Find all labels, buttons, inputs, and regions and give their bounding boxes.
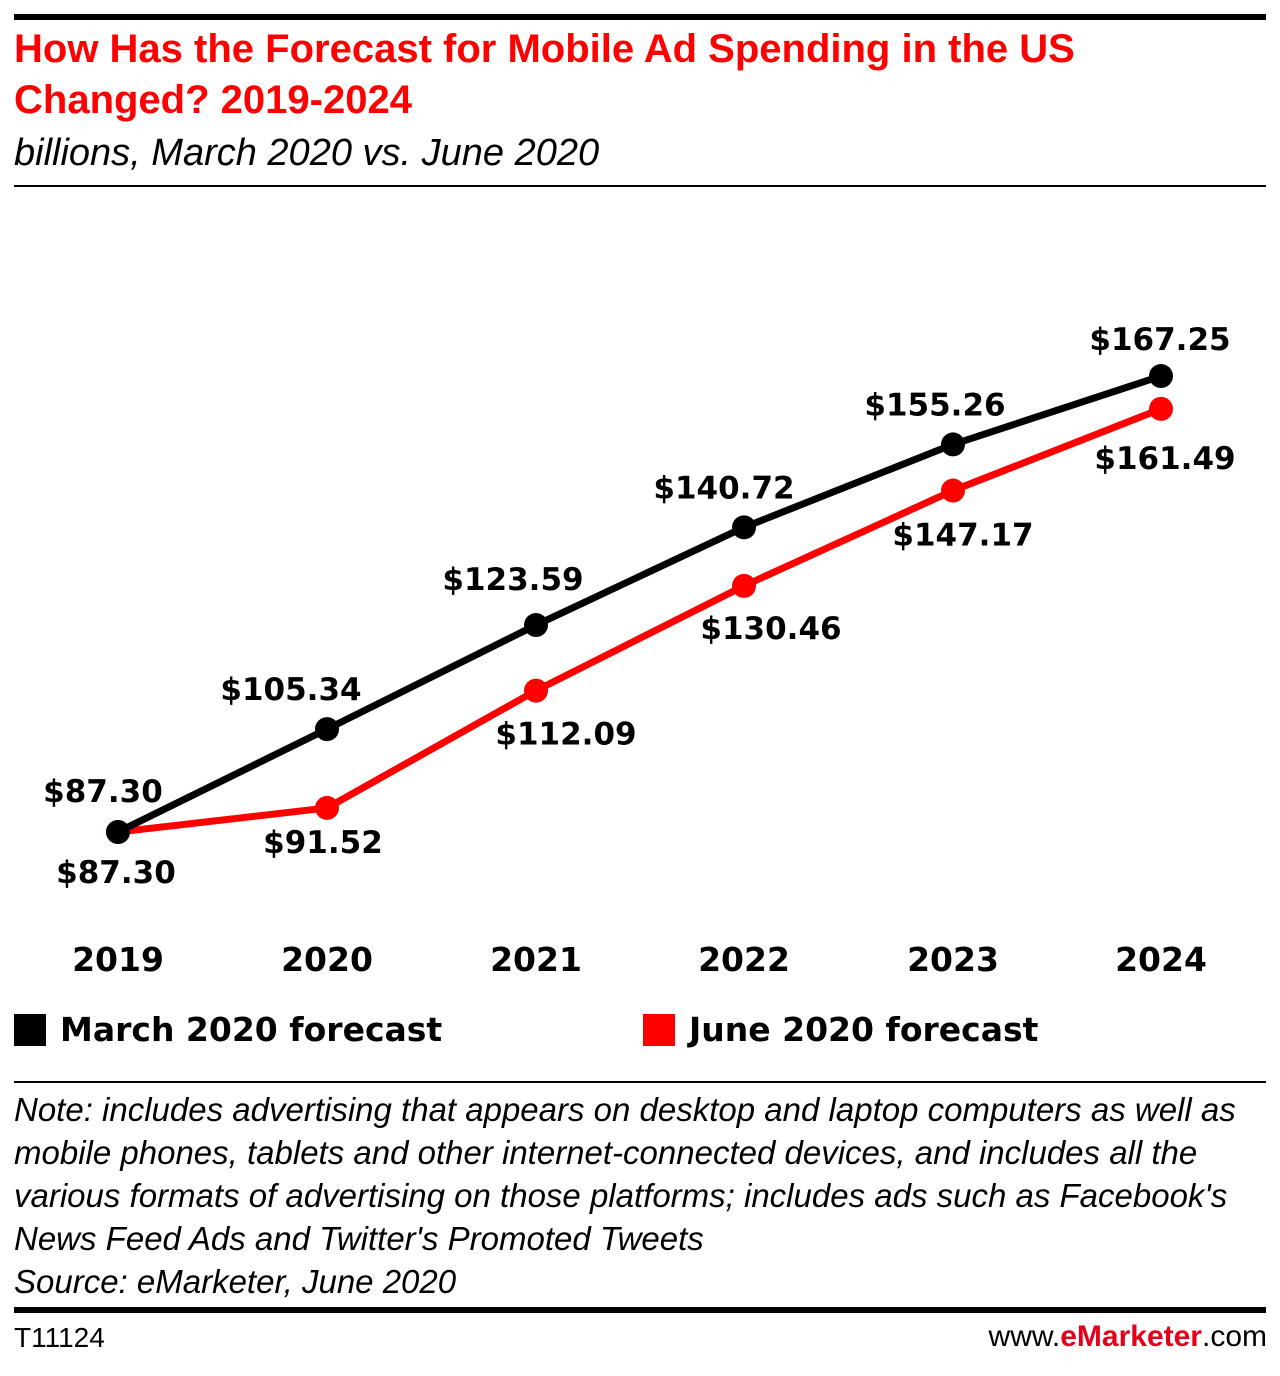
chart-subtitle: billions, March 2020 vs. June 2020 [14,132,600,174]
data-point-march [941,432,965,457]
data-label-june: $147.17 [892,518,1033,554]
data-label-march: $167.25 [1089,322,1230,358]
data-point-march [1149,364,1173,389]
brand-logo: www.eMarketer.com [989,1320,1267,1354]
x-tick-label: 2021 [490,940,582,979]
data-point-march [732,515,756,540]
data-label-june: $130.46 [700,611,841,647]
legend-swatch-june [643,1013,675,1046]
note-text: Note: includes advertising that appears … [14,1091,1236,1257]
footnote: Note: includes advertising that appears … [14,1088,1269,1303]
data-label-june: $87.30 [56,855,176,891]
data-label-march: $87.30 [43,774,163,810]
chart-title: How Has the Forecast for Mobile Ad Spend… [14,27,1075,122]
legend-label-march: March 2020 forecast [60,1010,443,1049]
source-text: Source: eMarketer, June 2020 [14,1263,457,1300]
header-rule [14,185,1266,187]
note-rule [14,1081,1266,1083]
brand-suffix: .com [1201,1320,1267,1353]
brand-prefix: www. [988,1320,1061,1353]
data-label-march: $155.26 [864,387,1005,423]
legend-item-march: March 2020 forecast [14,1010,442,1049]
data-label-june: $112.09 [495,717,636,753]
chart-header: How Has the Forecast for Mobile Ad Spend… [14,24,1264,180]
top-rule [14,14,1266,20]
x-tick-label: 2024 [1115,940,1207,979]
data-point-june [732,573,756,598]
data-point-june [315,795,339,820]
line-chart: 2019 2020 2021 2022 2023 2024 $87.30 $105.34 $12… [43,322,1235,979]
chart-id: T11124 [14,1322,105,1353]
brand-name: eMarketer [1060,1320,1202,1353]
data-label-march: $123.59 [442,562,583,598]
series-line-june [117,405,1163,836]
x-tick-label: 2022 [698,940,790,979]
legend-swatch-march [14,1013,46,1046]
series-line-march [116,372,1163,836]
x-tick-label: 2019 [72,940,164,979]
x-tick-label: 2023 [907,940,999,979]
data-point-march [315,717,339,742]
data-point-june [524,678,548,703]
data-label-march: $140.72 [653,470,794,506]
legend-item-june: June 2020 forecast [643,1010,1038,1049]
data-point-march [524,613,548,638]
data-point-march [106,820,130,844]
x-tick-label: 2020 [281,940,373,979]
legend-label-june: June 2020 forecast [689,1010,1039,1049]
data-label-march: $105.34 [220,672,361,708]
data-point-june [941,478,965,503]
data-point-june [1149,396,1173,421]
data-label-june: $91.52 [263,825,383,861]
data-label-june: $161.49 [1094,441,1235,477]
bottom-rule [14,1307,1266,1313]
